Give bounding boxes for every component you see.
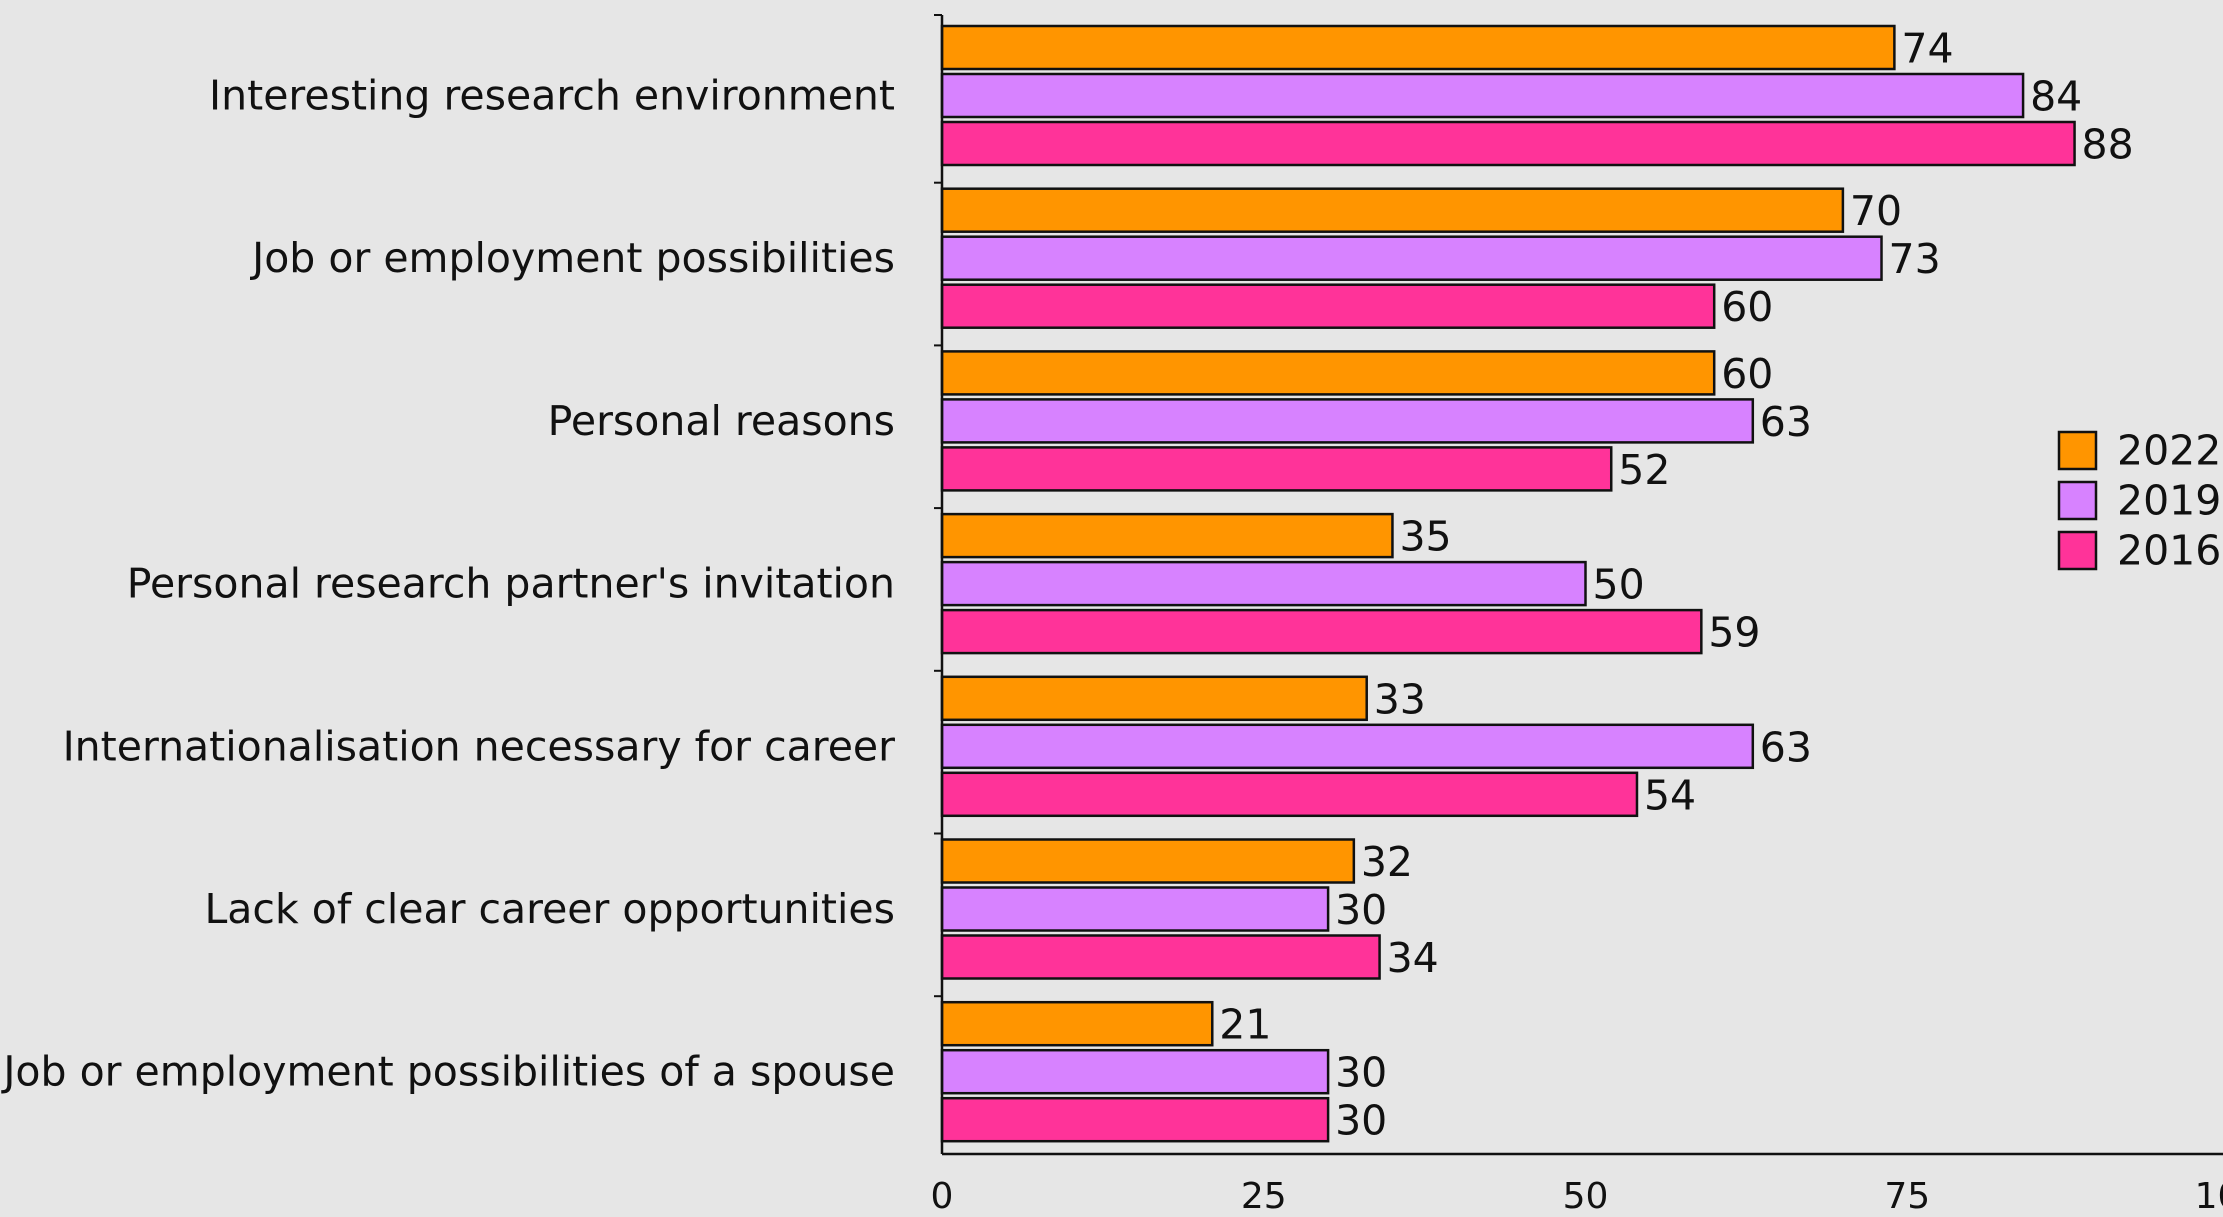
category-label: Job or employment possibilities — [249, 234, 895, 282]
category-label: Internationalisation necessary for caree… — [63, 722, 896, 770]
category-label: Job or employment possibilities of a spo… — [0, 1048, 895, 1096]
bar-value-label: 52 — [1618, 446, 1670, 494]
category-label: Interesting research environment — [209, 72, 895, 120]
bars-layer — [940, 24, 2076, 1143]
bar-2019 — [940, 235, 1883, 281]
bar-value-label: 34 — [1387, 934, 1439, 982]
axis-layer — [934, 14, 2223, 1156]
bar-2019 — [940, 723, 1755, 770]
bar-value-label: 54 — [1644, 771, 1696, 819]
bar-value-label: 21 — [1219, 1001, 1271, 1049]
bar-value-label: 60 — [1721, 283, 1773, 331]
bar-2016 — [940, 771, 1639, 818]
bar-value-label: 70 — [1850, 187, 1902, 235]
bar-value-label: 74 — [1901, 25, 1953, 73]
bar-2022 — [940, 24, 1896, 71]
bar-value-label: 63 — [1760, 398, 1812, 446]
bar-value-label: 50 — [1593, 561, 1645, 609]
bar-value-label: 33 — [1374, 675, 1426, 723]
bar-value-label: 73 — [1889, 235, 1941, 283]
bar-2019 — [940, 398, 1755, 444]
bar-2016 — [940, 283, 1716, 329]
legend-swatch-2016 — [2057, 530, 2098, 571]
bar-2022 — [940, 675, 1368, 722]
bar-2022 — [940, 187, 1845, 233]
legend-label: 2016 — [2117, 527, 2221, 575]
bar-value-label: 60 — [1721, 350, 1773, 398]
x-tick-label: 25 — [1241, 1176, 1287, 1213]
x-tick-label: 75 — [1884, 1176, 1930, 1213]
category-label: Personal research partner's invitation — [127, 560, 895, 608]
x-tick-label: 0 — [931, 1176, 954, 1213]
x-tick-label: 100 — [2195, 1176, 2223, 1213]
bar-2019 — [940, 1048, 1330, 1095]
category-label: Personal reasons — [548, 397, 895, 445]
bar-2019 — [940, 560, 1587, 607]
bar-value-label: 35 — [1399, 513, 1451, 561]
bar-2016 — [940, 934, 1381, 980]
bar-value-label: 30 — [1335, 1097, 1387, 1145]
bar-2022 — [940, 512, 1394, 559]
bar-value-label: 30 — [1335, 886, 1387, 934]
bar-2016 — [940, 1096, 1330, 1143]
bar-2016 — [940, 120, 2076, 167]
bar-value-label: 30 — [1335, 1049, 1387, 1097]
bar-2019 — [940, 886, 1330, 932]
legend-swatch-2019 — [2057, 480, 2098, 521]
bar-value-label: 84 — [2030, 73, 2082, 121]
bar-value-label: 88 — [2082, 121, 2134, 169]
x-tick-label: 50 — [1563, 1176, 1609, 1213]
bar-2016 — [940, 446, 1613, 492]
bar-value-label: 59 — [1708, 609, 1760, 657]
bar-2016 — [940, 608, 1703, 655]
legend-label: 2019 — [2117, 477, 2221, 525]
bar-2019 — [940, 72, 2025, 119]
category-label: Lack of clear career opportunities — [204, 885, 895, 933]
bar-2022 — [940, 350, 1716, 396]
bar-value-label: 63 — [1760, 723, 1812, 771]
legend-label: 2022 — [2117, 427, 2221, 475]
bar-2022 — [940, 1000, 1214, 1047]
bar-value-label: 32 — [1361, 838, 1413, 886]
legend-swatch-2022 — [2057, 430, 2098, 471]
bar-2022 — [940, 838, 1356, 884]
